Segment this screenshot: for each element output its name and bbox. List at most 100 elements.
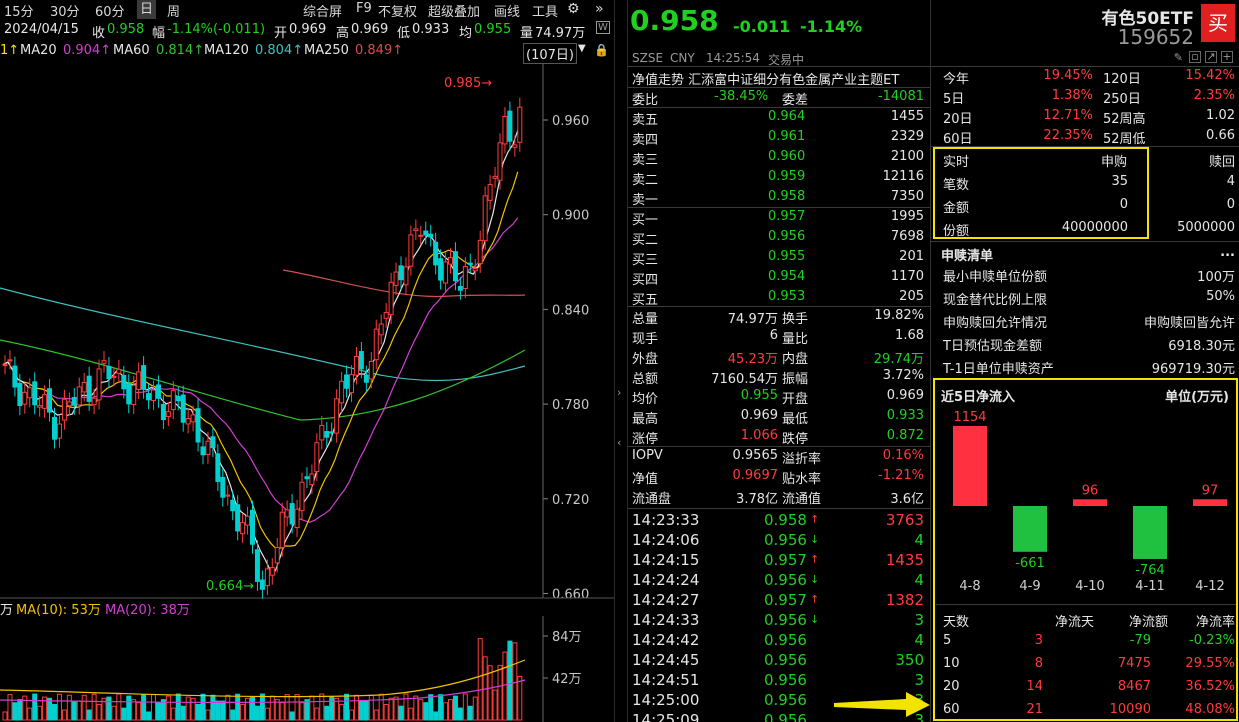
candle-body [284, 509, 290, 518]
candle-body [2, 364, 8, 367]
ma120-value: 0.804↑ [255, 43, 304, 58]
volume-bar [220, 700, 226, 721]
tick-price: 0.956 [764, 631, 807, 649]
volume-bar [388, 697, 394, 721]
ma250-label: MA250 [304, 43, 349, 58]
redemption-label: T-1日单位申赎资产 [943, 362, 1054, 377]
window-icon[interactable]: ▫ [1189, 51, 1201, 63]
candle-body [96, 368, 102, 401]
candle-body [299, 481, 305, 512]
expand-arrow-icon[interactable]: ‹ [617, 436, 622, 449]
settings-gear-icon[interactable]: ⚙ [567, 1, 580, 17]
perf-value-2: 2.35% [1193, 88, 1235, 103]
candle-body [32, 381, 38, 406]
stat-value-2: 3.6亿 [890, 492, 924, 507]
fund-title[interactable]: 净值走势 汇添富中证细分有色金属产业主题ET [632, 73, 900, 88]
lock-icon[interactable]: 🔒 [594, 43, 609, 57]
chevron-down-icon[interactable]: ▼ [578, 43, 586, 54]
tick-time: 14:24:45 [632, 651, 700, 669]
volume-bar [284, 694, 290, 721]
redemption-value: 6918.30元 [1168, 339, 1235, 354]
flow-bar-label: 96 [1082, 483, 1099, 498]
candle-body [131, 384, 137, 406]
tick-price: 0.957 [764, 551, 807, 569]
candle-body [274, 546, 280, 564]
collapse-arrow-icon[interactable]: › [617, 386, 622, 399]
wp-icon[interactable]: W [596, 21, 610, 34]
candle-body [353, 356, 359, 376]
panel-divider[interactable]: › ‹ [614, 0, 628, 722]
volume-legend: 万 MA(10): 53万 MA(20): 38万 [0, 598, 614, 618]
price-axis-label: 0.840 [552, 303, 589, 318]
period-dropdown[interactable]: (107日) [523, 43, 577, 64]
candle-body [393, 271, 399, 286]
candle-body [413, 228, 419, 232]
stat-value: 0.969 [740, 408, 778, 423]
candle-body [264, 568, 270, 587]
kline-panel[interactable]: 0.960 0.900 0.840 0.780 0.720 0.660 0.985→ 0.66… [0, 0, 614, 722]
buy-button[interactable]: 买 [1201, 4, 1235, 42]
volume-bar [487, 665, 493, 721]
tools-button[interactable]: 工具 [532, 5, 559, 20]
tick-volume: 350 [895, 651, 924, 669]
flow-table-header: 天数 净流天 净流额 净流率 [943, 610, 1235, 630]
volume-bar [393, 696, 399, 721]
volume-bar [250, 696, 255, 721]
tab-15min[interactable]: 15分 [4, 5, 34, 20]
price-axis-label: 0.780 [552, 398, 589, 413]
perf-value: 22.35% [1043, 128, 1093, 143]
flow-days: 10 [943, 656, 960, 671]
tick-time: 14:24:33 [632, 611, 700, 629]
stat-value: 0.9697 [732, 468, 779, 483]
tab-30min[interactable]: 30分 [50, 5, 80, 20]
tab-60min[interactable]: 60分 [95, 5, 125, 20]
ask-row: 卖四 0.961 2329 [632, 128, 928, 148]
candle-body [61, 398, 67, 421]
draw-line-button[interactable]: 画线 [494, 5, 521, 20]
volume-bar [457, 707, 463, 721]
redemption-title: 申赎清单 [941, 249, 994, 264]
tick-time: 14:25:00 [632, 691, 700, 709]
stat-label: 现手 [632, 332, 659, 347]
flow-flowdays: 14 [1026, 679, 1043, 694]
perf-label-2: 52周低 [1103, 132, 1146, 147]
add-icon[interactable]: + [1221, 50, 1233, 63]
redemption-label: 最小申赎单位份额 [943, 270, 1048, 285]
redemption-header: 申赎清单... [941, 244, 1235, 264]
candle-body [279, 511, 285, 548]
ma250-line [282, 269, 526, 298]
tick-price: 0.956 [764, 671, 807, 689]
more-icon[interactable]: ... [1220, 245, 1235, 260]
candle-body [259, 579, 265, 590]
perf-value-2: 15.42% [1185, 68, 1235, 83]
realtime-h0: 实时 [943, 155, 970, 170]
stat-value-2: 0.16% [882, 448, 924, 463]
f9-button[interactable]: F9 [356, 1, 372, 16]
stat-row: 总额 7160.54万 振幅 3.72% [632, 367, 928, 387]
quote-time: 14:25:54 [706, 51, 760, 65]
realtime-red: 5000000 [1177, 220, 1235, 235]
perf-label: 今年 [943, 72, 970, 87]
flow-days: 20 [943, 679, 960, 694]
redemption-row: T-1日单位申赎资产 969719.30元 [943, 357, 1235, 377]
share-icon[interactable]: ↗ [1205, 50, 1217, 63]
info-panel: 有色50ETF 159652 买 ✎ ▫ ↗ + 今年 19.45% 120日 15.… [930, 0, 1239, 722]
tab-day[interactable]: 日 [137, 0, 157, 19]
realtime-label: 金额 [943, 201, 970, 216]
tick-direction-icon: ↓ [810, 533, 820, 546]
no-adjust-button[interactable]: 不复权 [378, 5, 418, 20]
ask-price: 0.958 [768, 189, 806, 204]
volume-bar [428, 694, 434, 721]
tab-week[interactable]: 周 [167, 5, 181, 20]
edit-icon[interactable]: ✎ [1173, 51, 1183, 64]
kline-chart[interactable]: 0.960 0.900 0.840 0.780 0.720 0.660 0.985→ 0.66… [0, 0, 614, 722]
candle-body [180, 394, 186, 423]
realtime-sub: 0 [1119, 197, 1128, 212]
double-chevron-right-icon[interactable]: » [595, 1, 604, 17]
tick-time: 14:23:33 [632, 511, 700, 529]
overlay-button[interactable]: 超级叠加 [428, 5, 481, 20]
flow-category-label: 4-9 [1019, 579, 1040, 594]
ask-volume: 2100 [890, 149, 924, 164]
combo-screen-button[interactable]: 综合屏 [303, 5, 343, 20]
